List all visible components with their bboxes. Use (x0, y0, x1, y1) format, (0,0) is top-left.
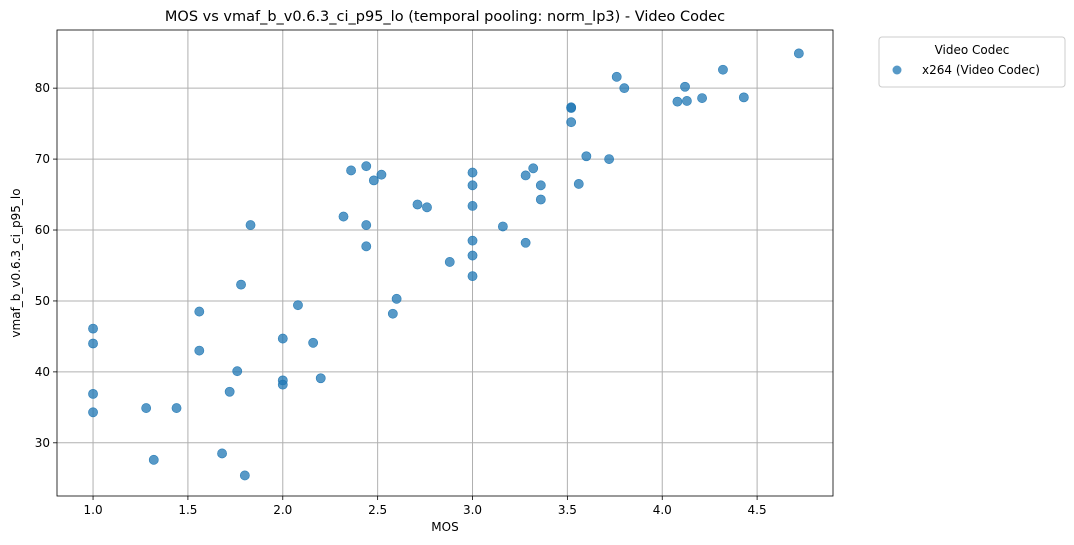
grid (57, 30, 833, 496)
legend-marker (892, 65, 902, 75)
data-point (315, 373, 326, 384)
data-point (682, 96, 692, 106)
data-point (467, 180, 478, 191)
data-point (361, 161, 372, 172)
data-point (308, 337, 319, 348)
data-point (141, 403, 152, 413)
scatter-points (88, 48, 804, 481)
data-point (236, 279, 246, 290)
data-point (88, 388, 98, 399)
x-tick-label: 2.0 (273, 503, 292, 517)
x-tick-label: 3.5 (558, 503, 577, 517)
data-point (467, 271, 478, 282)
data-point (672, 96, 683, 107)
data-point (361, 241, 372, 252)
x-axis-label: MOS (431, 520, 458, 534)
legend-box (878, 36, 1066, 88)
data-point (387, 308, 398, 319)
data-point (422, 202, 432, 213)
axis-ticks: 1.0 1.5 2.0 2.5 3.0 3.5 4.0 4.5 30 40 50 60 70 80 (35, 81, 767, 517)
y-tick-label: 70 (35, 152, 50, 166)
data-point (573, 179, 584, 189)
y-tick-label: 50 (35, 294, 50, 308)
data-point (346, 165, 356, 176)
data-point (361, 220, 372, 230)
data-point (194, 345, 205, 356)
data-point (88, 323, 98, 334)
data-point (535, 180, 546, 191)
data-point (619, 83, 630, 94)
data-point (376, 169, 387, 180)
data-point (611, 71, 622, 82)
chart-title: MOS vs vmaf_b_v0.6.3_ci_p95_lo (temporal… (165, 9, 725, 25)
data-point (697, 93, 707, 103)
x-tick-label: 4.0 (653, 503, 672, 517)
data-point (581, 151, 592, 162)
data-point (293, 300, 303, 311)
data-point (171, 403, 182, 413)
data-point (520, 237, 531, 248)
x-tick-label: 2.5 (368, 503, 387, 517)
data-point (566, 117, 577, 128)
legend-title: Video Codec (935, 43, 1010, 57)
x-tick-label: 1.0 (84, 503, 103, 517)
x-tick-label: 1.5 (178, 503, 197, 517)
y-axis-label: vmaf_b_v0.6.3_ci_p95_lo (9, 188, 23, 337)
y-tick-label: 60 (35, 223, 50, 237)
data-point (520, 170, 531, 181)
data-point (467, 201, 478, 211)
data-point (444, 257, 455, 267)
data-point (566, 103, 577, 113)
data-point (604, 154, 615, 164)
data-point (338, 211, 349, 222)
y-tick-label: 80 (35, 81, 50, 95)
data-point (738, 92, 749, 103)
y-tick-label: 30 (35, 436, 50, 450)
legend-entry-label: x264 (Video Codec) (922, 63, 1040, 77)
data-point (391, 293, 402, 304)
data-point (467, 167, 478, 178)
data-point (412, 199, 423, 210)
data-point (277, 333, 288, 344)
data-point (793, 48, 804, 59)
data-point (718, 64, 728, 75)
data-point (467, 250, 478, 261)
data-point (245, 220, 256, 230)
x-tick-label: 4.5 (748, 503, 767, 517)
data-point (217, 448, 227, 459)
x-tick-label: 3.0 (463, 503, 482, 517)
data-point (528, 163, 539, 174)
data-point (535, 194, 546, 205)
data-point (224, 386, 235, 397)
data-point (239, 470, 250, 481)
data-point (368, 175, 379, 186)
data-point (148, 454, 159, 465)
data-point (88, 407, 98, 418)
data-point (467, 235, 478, 246)
y-tick-label: 40 (35, 365, 50, 379)
data-point (232, 366, 243, 377)
data-point (680, 81, 690, 92)
legend: Video Codec x264 (Video Codec) (878, 36, 1066, 88)
data-point (497, 221, 508, 232)
data-point (194, 306, 205, 317)
plot-frame (56, 29, 834, 497)
data-point (88, 338, 98, 349)
data-point (277, 379, 288, 390)
